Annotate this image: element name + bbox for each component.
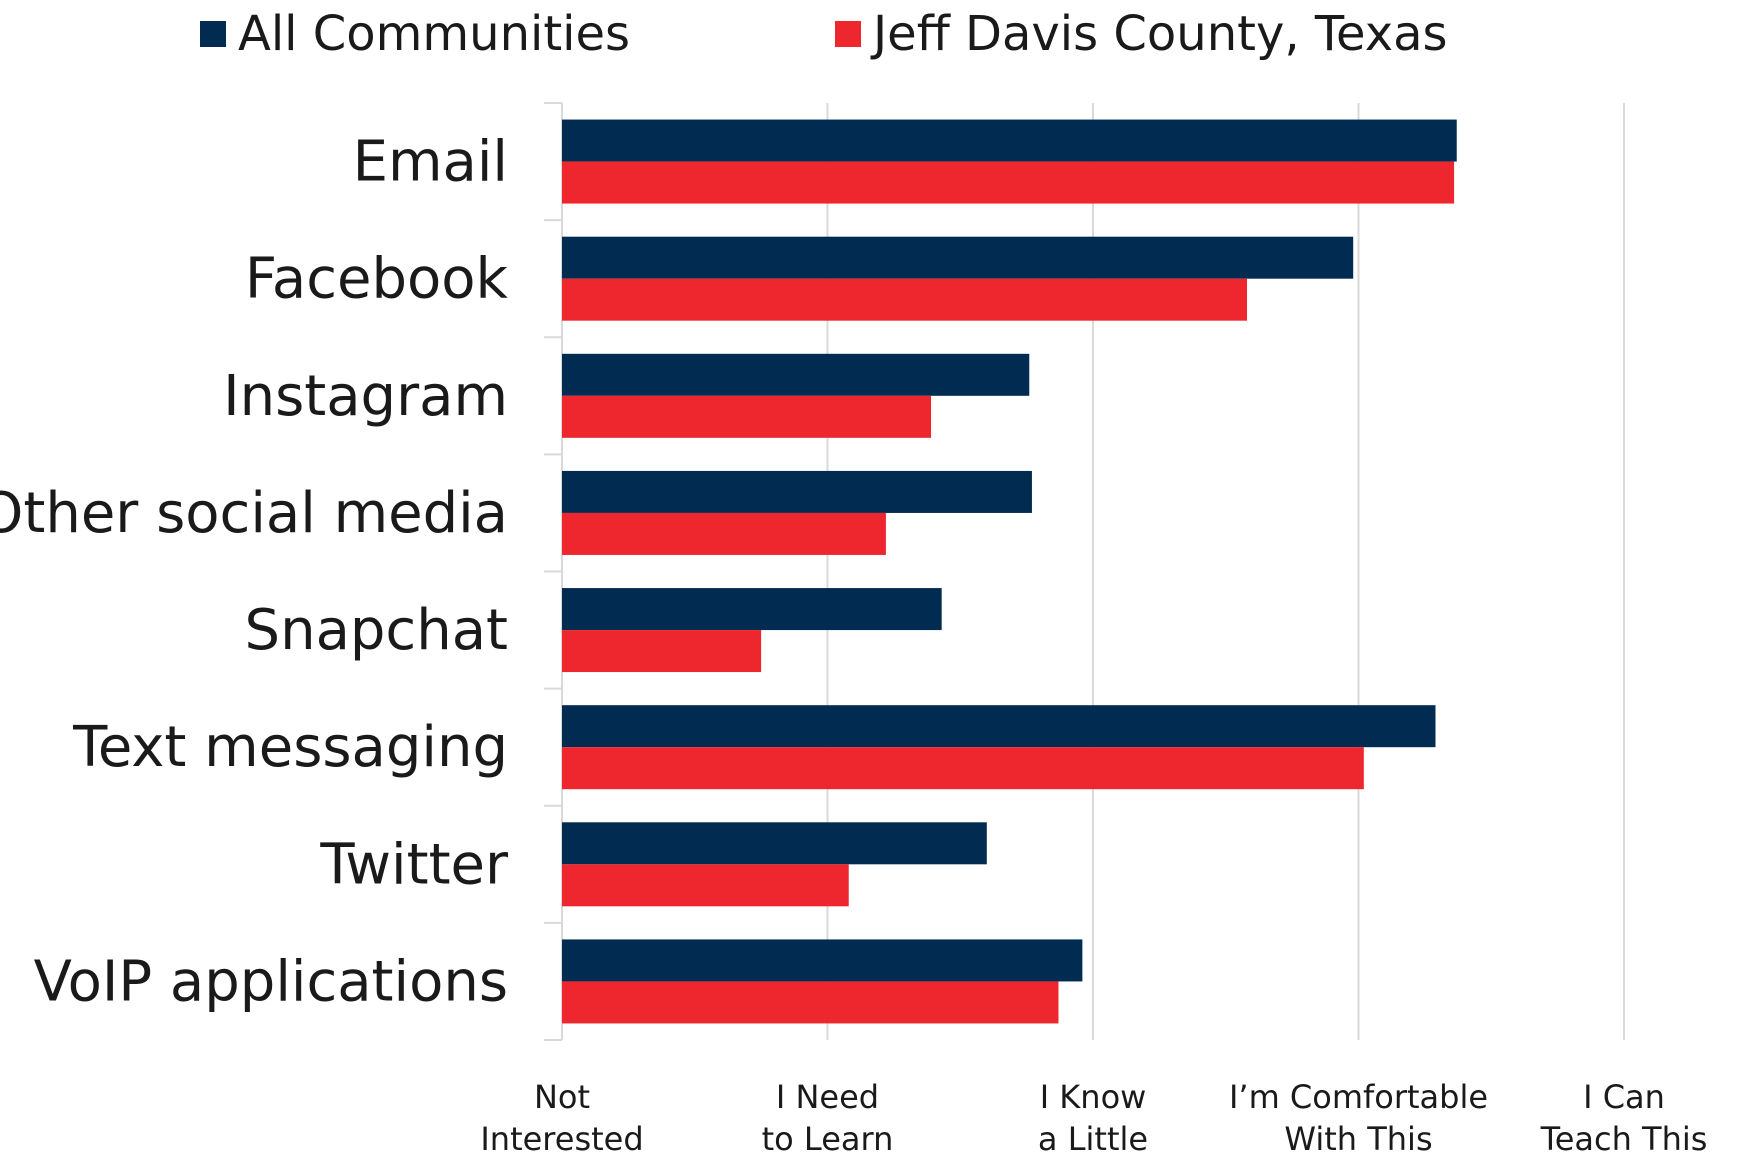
bar [562,353,1030,396]
x-tick-label: I Can Teach This [1540,1078,1708,1157]
category-label: Snapchat [245,598,508,663]
x-tick-label-line: Not [534,1078,590,1116]
bar [562,588,942,631]
bar [562,512,886,555]
legend-swatch [200,21,226,47]
category-label: Email [353,130,508,195]
x-tick-label-line: I Can [1583,1078,1665,1116]
bar [562,161,1455,204]
x-tick-label: I Know a Little [1038,1078,1148,1157]
bar [562,705,1436,748]
x-tick-label-line: to Learn [762,1120,894,1157]
category-label: Other social media [0,481,508,546]
bar [562,864,849,907]
legend: All Communities Jeff Davis County, Texas [200,6,1448,62]
bar [562,822,987,865]
bar [562,395,932,438]
category-label: Instagram [223,364,508,429]
category-label: VoIP applications [34,949,508,1014]
category-labels: Email Facebook Instagram Other social media… [0,130,509,1015]
bar [562,981,1059,1024]
bar [562,939,1083,982]
bars [562,119,1457,1024]
x-tick-label: I Need to Learn [762,1078,894,1157]
legend-label: Jeff Davis County, Texas [870,6,1448,62]
x-tick-label-line: I’m Comfortable [1229,1078,1488,1116]
x-tick-label: Not Interested [480,1078,643,1157]
legend-label: All Communities [238,6,630,62]
bar [562,630,762,673]
category-label: Twitter [319,832,509,897]
x-tick-label-line: a Little [1038,1120,1148,1157]
bar [562,747,1364,790]
bar [562,119,1457,162]
x-tick-label: I’m Comfortable With This [1229,1078,1488,1157]
x-tick-labels: Not Interested I Need to Learn I Know a Littl… [480,1078,1707,1157]
x-tick-label-line: I Need [776,1078,879,1116]
x-tick-label-line: Teach This [1540,1120,1708,1157]
x-tick-label-line: With This [1284,1120,1432,1157]
x-tick-label-line: Interested [480,1120,643,1157]
bar [562,236,1354,279]
bar [562,278,1247,321]
legend-swatch [835,21,861,47]
x-tick-label-line: I Know [1040,1078,1147,1116]
category-label: Facebook [245,247,509,312]
bar [562,470,1032,513]
category-label: Text messaging [72,715,508,780]
